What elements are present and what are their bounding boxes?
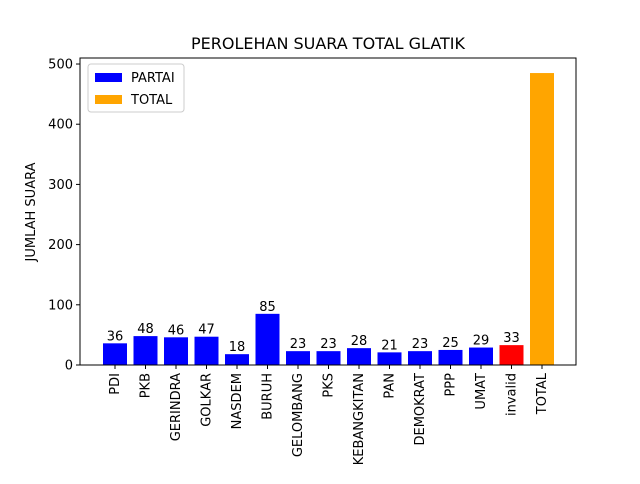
bar-gelombang (286, 351, 310, 365)
bar-pan (377, 352, 402, 365)
data-label-buruh: 85 (259, 300, 276, 315)
y-tick-label: 500 (48, 58, 73, 73)
legend-swatch-partai (95, 73, 122, 82)
data-label-pks: 23 (320, 337, 337, 352)
bar-pkb (133, 336, 158, 365)
x-tick-label-nasdem: NASDEM (230, 373, 245, 429)
data-label-nasdem: 18 (229, 340, 246, 355)
legend-label-partai: PARTAI (131, 71, 175, 86)
x-tick-label-kebangkitan: KEBANGKITAN (352, 373, 367, 465)
x-tick-label-pks: PKS (322, 373, 337, 398)
chart-title: PEROLEHAN SUARA TOTAL GLATIK (191, 34, 466, 53)
data-label-gelombang: 23 (290, 337, 307, 352)
x-tick-label-gerindra: GERINDRA (169, 373, 184, 441)
x-tick-label-umat: UMAT (474, 373, 489, 410)
legend-swatch-total (95, 95, 122, 104)
x-tick-label-ppp: PPP (444, 373, 459, 397)
bar-pks (316, 351, 341, 365)
y-tick-label: 100 (48, 298, 73, 313)
data-label-pdi: 36 (107, 329, 124, 344)
x-tick-label-golkar: GOLKAR (200, 373, 215, 427)
axes-frame (79, 57, 577, 366)
bar-invalid (499, 345, 524, 365)
x-tick-label-invalid: invalid (505, 373, 520, 416)
y-tick-label: 0 (65, 359, 73, 374)
bar-pdi (103, 343, 127, 365)
data-label-pkb: 48 (137, 322, 154, 337)
y-tick-label: 200 (48, 238, 73, 253)
y-tick-label: 400 (48, 118, 73, 133)
x-tick-label-total: TOTAL (535, 372, 550, 415)
bar-total (530, 73, 554, 366)
y-axis-label: JUMLAH SUARA (24, 162, 39, 262)
bar-demokrat (408, 351, 432, 365)
bar-ppp (438, 349, 463, 365)
x-tick-label-pkb: PKB (139, 373, 154, 398)
legend: PARTAI TOTAL (87, 63, 185, 113)
bar-kebangkitan (347, 348, 371, 365)
bar-golkar (194, 336, 219, 365)
data-label-invalid: 33 (503, 331, 520, 346)
x-tick-label-buruh: BURUH (261, 373, 276, 420)
data-label-kebangkitan: 28 (351, 334, 368, 349)
data-label-golkar: 47 (198, 323, 215, 338)
data-label-pan: 21 (381, 338, 398, 353)
x-tick-label-demokrat: DEMOKRAT (413, 373, 428, 446)
legend-label-total: TOTAL (130, 93, 173, 108)
bar-nasdem (225, 354, 249, 365)
data-label-umat: 29 (473, 334, 490, 349)
y-tick-label: 300 (48, 178, 73, 193)
plot-area: 36 PDI 48 PKB 46 GERINDRA 47 GOLKAR 18 NASDEM 85 BU… (48, 57, 577, 465)
x-tick-label-gelombang: GELOMBANG (291, 373, 306, 457)
x-tick-label-pan: PAN (383, 373, 398, 399)
bar-gerindra (164, 337, 188, 365)
data-label-ppp: 25 (442, 336, 459, 351)
x-tick-label-pdi: PDI (108, 373, 123, 395)
bar-buruh (255, 313, 280, 365)
data-label-gerindra: 46 (168, 323, 185, 338)
data-label-demokrat: 23 (412, 337, 429, 352)
bar-umat (469, 347, 493, 365)
